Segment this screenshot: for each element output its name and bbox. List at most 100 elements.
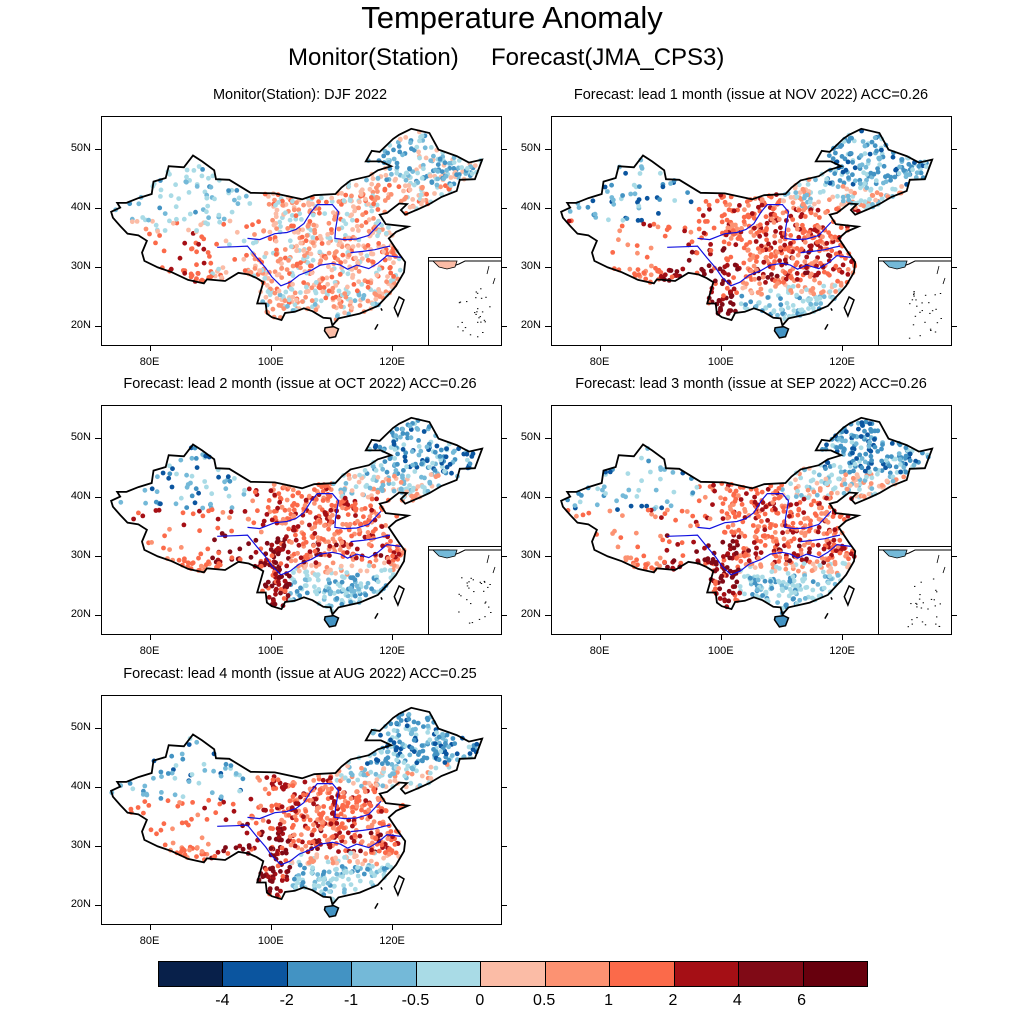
- station-marker: [207, 254, 212, 259]
- station-marker: [722, 496, 728, 502]
- station-marker: [703, 219, 708, 224]
- station-marker: [756, 276, 762, 281]
- axis-tick: [501, 615, 507, 617]
- station-marker: [248, 796, 254, 802]
- station-marker: [840, 194, 846, 200]
- axis-tick: [545, 207, 551, 209]
- station-marker: [219, 275, 224, 280]
- station-marker: [635, 544, 641, 550]
- station-marker: [199, 234, 205, 240]
- station-marker: [193, 456, 199, 461]
- station-marker: [742, 207, 747, 213]
- station-marker: [188, 274, 194, 280]
- station-marker: [367, 801, 372, 807]
- station-marker: [206, 559, 211, 565]
- station-marker: [794, 501, 799, 507]
- station-marker: [649, 263, 654, 269]
- station-marker: [260, 818, 266, 823]
- station-marker: [823, 466, 828, 471]
- station-marker: [721, 554, 726, 559]
- station-marker: [279, 504, 285, 510]
- station-marker: [158, 769, 164, 775]
- station-marker: [243, 193, 249, 199]
- station-marker: [817, 563, 823, 568]
- station-marker: [199, 173, 205, 179]
- station-marker: [336, 849, 341, 854]
- station-marker: [797, 597, 803, 603]
- station-marker: [347, 198, 353, 203]
- station-marker: [607, 508, 613, 514]
- axis-tick: [95, 207, 101, 209]
- station-marker: [641, 553, 647, 559]
- station-marker: [173, 501, 179, 507]
- colorbar-label: 0: [475, 992, 485, 1009]
- station-marker: [285, 868, 291, 874]
- station-marker: [753, 487, 759, 493]
- station-marker: [407, 204, 413, 210]
- station-marker: [295, 550, 300, 556]
- station-marker: [267, 236, 273, 242]
- station-marker: [805, 182, 811, 187]
- station-marker: [410, 197, 416, 202]
- station-marker: [312, 206, 318, 211]
- station-marker: [269, 278, 275, 284]
- station-marker: [862, 143, 868, 149]
- station-marker: [147, 231, 152, 237]
- station-marker: [309, 270, 315, 276]
- station-marker: [793, 477, 798, 483]
- map-canvas: [560, 127, 934, 339]
- station-marker: [435, 162, 441, 167]
- station-marker: [719, 509, 725, 514]
- station-marker: [287, 238, 293, 244]
- station-marker: [208, 501, 213, 507]
- station-marker: [696, 218, 702, 224]
- station-marker: [404, 170, 410, 176]
- station-marker: [292, 527, 297, 533]
- station-marker: [157, 233, 162, 238]
- station-marker: [401, 468, 406, 473]
- station-marker: [802, 259, 808, 265]
- station-marker: [365, 257, 371, 263]
- station-marker: [348, 796, 354, 801]
- station-marker: [369, 181, 375, 187]
- station-marker: [364, 568, 370, 574]
- station-marker: [763, 280, 768, 285]
- station-marker: [250, 222, 255, 228]
- station-marker: [760, 500, 766, 505]
- station-marker: [314, 805, 320, 811]
- station-marker: [419, 743, 425, 748]
- station-marker: [832, 527, 838, 533]
- station-marker: [335, 313, 340, 319]
- station-marker: [858, 445, 864, 451]
- station-marker: [293, 808, 298, 814]
- station-marker: [800, 298, 806, 304]
- station-marker: [732, 584, 738, 589]
- station-marker: [355, 777, 361, 783]
- station-marker: [446, 186, 452, 192]
- station-marker: [809, 261, 814, 267]
- station-marker: [275, 258, 281, 264]
- station-marker: [815, 529, 821, 535]
- station-marker: [835, 184, 841, 190]
- station-marker: [753, 551, 759, 556]
- station-marker: [177, 800, 182, 805]
- station-marker: [391, 740, 397, 746]
- island-mark: [374, 902, 379, 909]
- station-marker: [195, 812, 201, 818]
- station-marker: [656, 211, 661, 216]
- colorbar-box: [481, 962, 546, 986]
- station-marker: [820, 569, 826, 575]
- station-marker: [186, 822, 191, 828]
- station-marker: [323, 886, 328, 892]
- station-marker: [821, 546, 827, 552]
- station-marker: [252, 489, 258, 495]
- station-marker: [374, 861, 380, 867]
- station-marker: [378, 553, 384, 558]
- station-marker: [423, 155, 429, 161]
- station-marker: [731, 286, 737, 292]
- station-marker: [875, 169, 881, 175]
- station-marker: [281, 306, 287, 311]
- station-marker: [322, 833, 328, 839]
- station-marker: [790, 255, 796, 261]
- station-marker: [842, 561, 848, 567]
